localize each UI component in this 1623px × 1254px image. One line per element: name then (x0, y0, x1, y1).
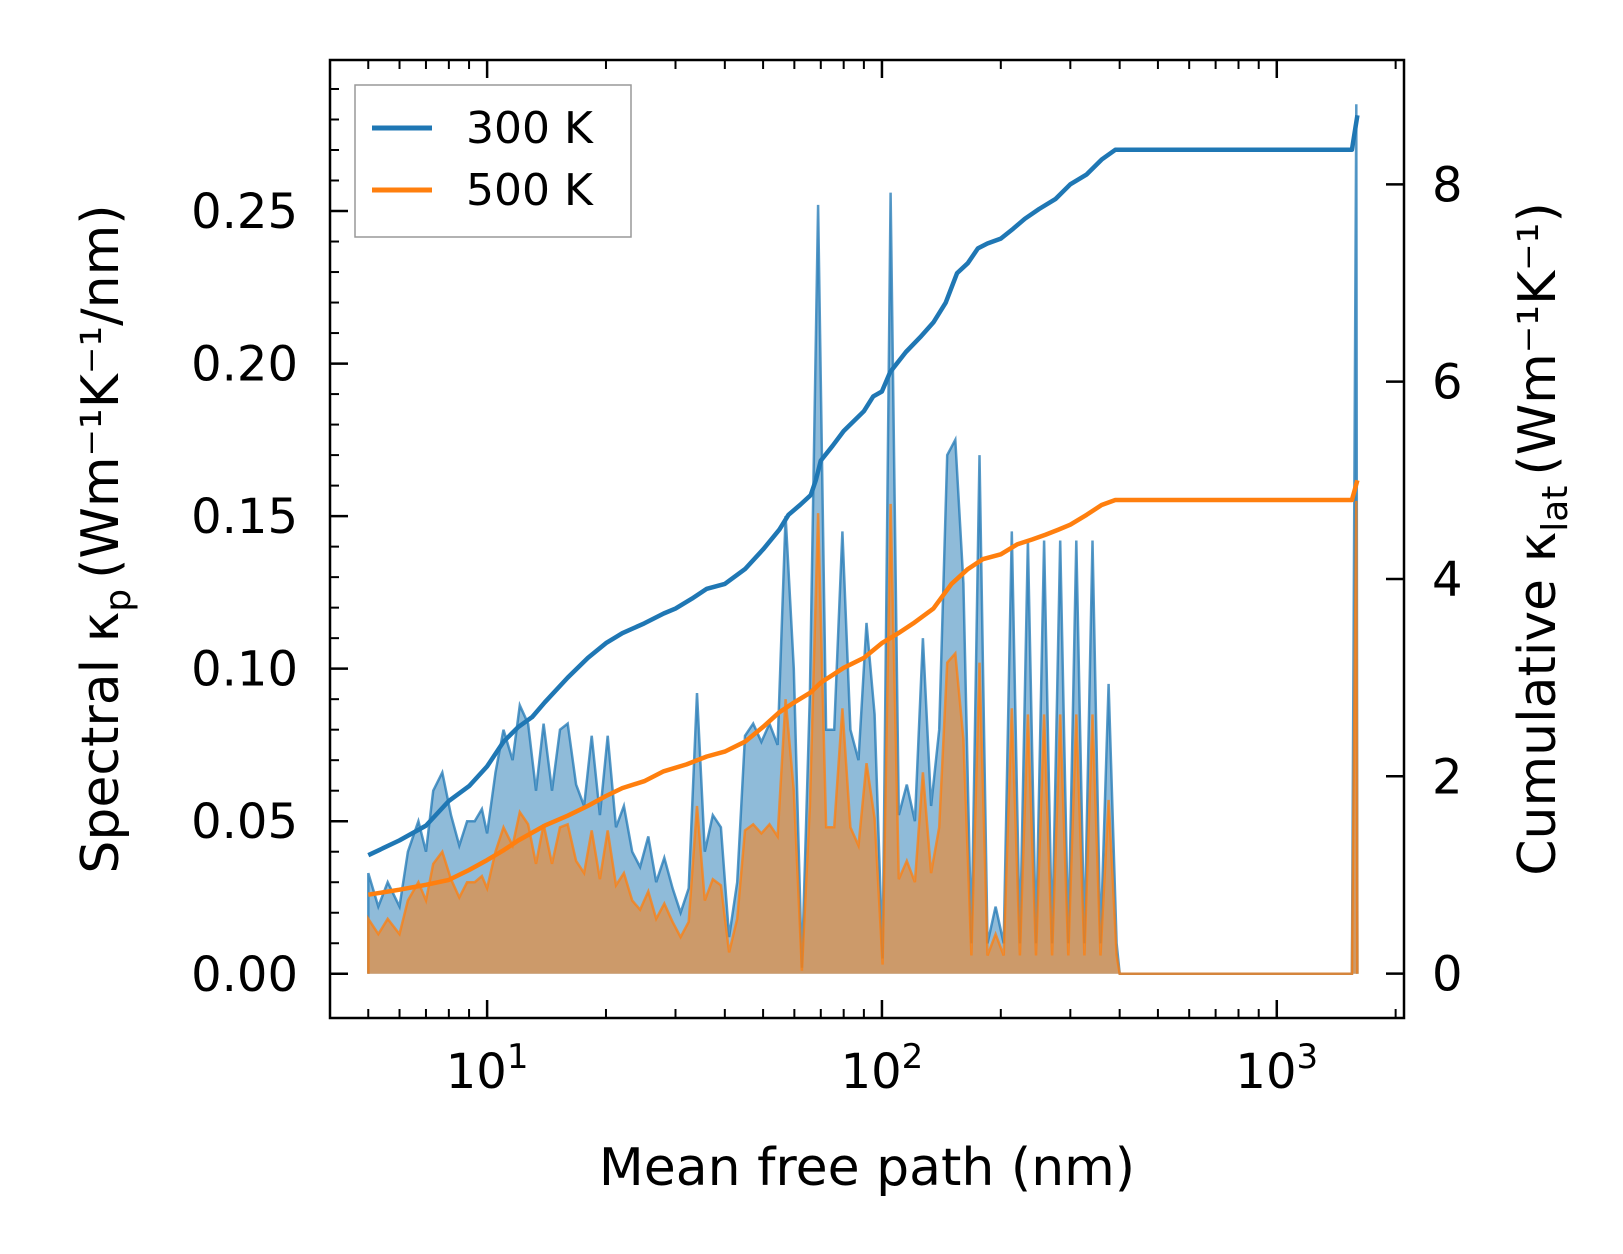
y-right-tick-label: 6 (1432, 355, 1463, 411)
x-axis-label: Mean free path (nm) (599, 1138, 1135, 1198)
y-right-tick-label: 8 (1432, 157, 1463, 213)
y-left-tick-label: 0.15 (191, 489, 298, 545)
axis-ticks: 101 102 103 0.00 0.05 0.10 0.15 0.20 0.25 0 2 4 6 8 (191, 60, 1463, 1100)
y-right-label-main: Cumulative κ (1508, 532, 1568, 876)
y-left-label-units: (Wm⁻¹K⁻¹/nm) (71, 204, 131, 578)
y-left-tick-label: 0.10 (191, 642, 298, 698)
y-left-tick-label: 0.05 (191, 794, 298, 850)
y-right-label-units: (Wm⁻¹K⁻¹) (1508, 202, 1568, 475)
y-right-tick-label: 4 (1432, 552, 1463, 608)
spectral-line-500k (367, 500, 1359, 976)
y-right-tick-label: 2 (1432, 749, 1463, 805)
y-left-tick-label: 0.20 (191, 337, 298, 393)
y-left-tick-label: 0.25 (191, 184, 298, 240)
spectral-area-500k (368, 500, 1358, 974)
y-left-label-main: Spectral κ (71, 612, 131, 874)
legend-label-500k: 500 K (466, 165, 594, 216)
legend-label-300k: 300 K (466, 103, 594, 154)
y-left-label-sub: p (98, 589, 139, 612)
y-axis-right-label: Cumulative κlat (Wm⁻¹K⁻¹) (1508, 202, 1576, 876)
cumulative-line-500k (367, 479, 1360, 897)
y-right-tick-label: 0 (1432, 947, 1463, 1003)
x-tick-label: 102 (841, 1037, 924, 1100)
legend-box (354, 84, 632, 238)
plot-frame (328, 58, 1406, 1020)
legend: 300 K 500 K (354, 84, 632, 238)
x-tick-label: 101 (446, 1037, 529, 1100)
cumulative-series-group (367, 114, 1360, 897)
x-tick-label: 103 (1235, 1037, 1318, 1100)
y-axis-left-label: Spectral κp (Wm⁻¹K⁻¹/nm) (71, 204, 139, 873)
y-right-label-sub: lat (1535, 486, 1576, 532)
cumulative-line-300k (367, 114, 1360, 858)
y-left-tick-label: 0.00 (191, 947, 298, 1003)
